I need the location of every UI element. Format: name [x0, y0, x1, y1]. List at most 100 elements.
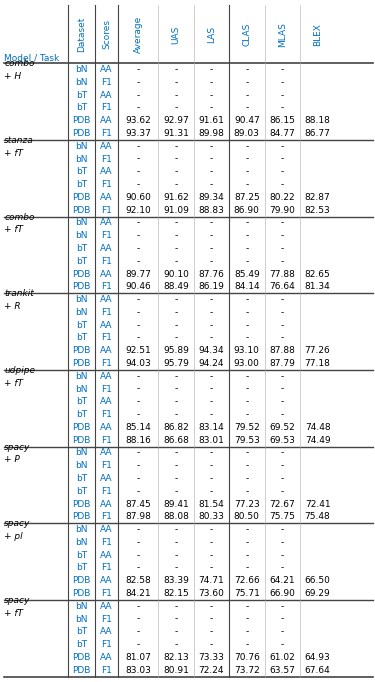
Text: AA: AA: [100, 576, 113, 585]
Text: -: -: [245, 65, 248, 74]
Text: -: -: [136, 563, 140, 572]
Text: -: -: [245, 563, 248, 572]
Text: -: -: [174, 461, 177, 470]
Text: -: -: [136, 385, 140, 394]
Text: -: -: [280, 142, 284, 151]
Text: -: -: [174, 231, 177, 240]
Text: -: -: [245, 180, 248, 189]
Text: AA: AA: [100, 449, 113, 458]
Text: -: -: [245, 91, 248, 100]
Text: 94.03: 94.03: [125, 359, 151, 368]
Text: -: -: [210, 333, 213, 342]
Text: 77.26: 77.26: [304, 346, 330, 355]
Text: -: -: [210, 538, 213, 547]
Text: combo: combo: [4, 59, 34, 68]
Text: 70.76: 70.76: [234, 653, 260, 662]
Text: + P: + P: [4, 456, 20, 464]
Text: -: -: [210, 525, 213, 534]
Text: -: -: [245, 627, 248, 636]
Text: -: -: [174, 487, 177, 496]
Text: 90.47: 90.47: [234, 116, 260, 125]
Text: bN: bN: [75, 308, 88, 317]
Text: stanza: stanza: [4, 136, 34, 145]
Text: + pl: + pl: [4, 532, 23, 541]
Text: -: -: [174, 538, 177, 547]
Text: -: -: [280, 474, 284, 483]
Text: -: -: [136, 244, 140, 253]
Text: 88.08: 88.08: [163, 512, 189, 521]
Text: 81.34: 81.34: [304, 282, 330, 291]
Text: -: -: [174, 65, 177, 74]
Text: 73.60: 73.60: [198, 589, 224, 598]
Text: bN: bN: [75, 65, 88, 74]
Text: AA: AA: [100, 474, 113, 483]
Text: -: -: [136, 78, 140, 87]
Text: F1: F1: [101, 538, 112, 547]
Text: 81.07: 81.07: [125, 653, 151, 662]
Text: -: -: [174, 602, 177, 611]
Text: F1: F1: [101, 78, 112, 87]
Text: 87.76: 87.76: [198, 269, 224, 278]
Text: 82.53: 82.53: [304, 206, 330, 215]
Text: -: -: [136, 321, 140, 329]
Text: AA: AA: [100, 550, 113, 560]
Text: 84.21: 84.21: [125, 589, 151, 598]
Text: -: -: [174, 295, 177, 304]
Text: 73.72: 73.72: [234, 666, 260, 674]
Text: -: -: [174, 78, 177, 87]
Text: -: -: [210, 449, 213, 458]
Text: -: -: [136, 167, 140, 177]
Text: -: -: [174, 525, 177, 534]
Text: -: -: [174, 410, 177, 419]
Text: AA: AA: [100, 398, 113, 406]
Text: F1: F1: [101, 614, 112, 623]
Text: AA: AA: [100, 499, 113, 509]
Text: 69.29: 69.29: [304, 589, 330, 598]
Text: -: -: [210, 385, 213, 394]
Text: 80.22: 80.22: [270, 193, 295, 202]
Text: -: -: [245, 372, 248, 381]
Text: -: -: [136, 308, 140, 317]
Text: -: -: [210, 91, 213, 100]
Text: -: -: [136, 474, 140, 483]
Text: spacy: spacy: [4, 596, 30, 605]
Text: -: -: [280, 627, 284, 636]
Text: AA: AA: [100, 627, 113, 636]
Text: F1: F1: [101, 206, 112, 215]
Text: 81.54: 81.54: [198, 499, 224, 509]
Text: 88.18: 88.18: [304, 116, 330, 125]
Text: AA: AA: [100, 167, 113, 177]
Text: 93.62: 93.62: [125, 116, 151, 125]
Text: -: -: [245, 321, 248, 329]
Text: PDB: PDB: [72, 436, 91, 445]
Text: -: -: [136, 180, 140, 189]
Text: -: -: [136, 257, 140, 266]
Text: 74.48: 74.48: [305, 423, 330, 432]
Text: 87.88: 87.88: [269, 346, 295, 355]
Text: 73.33: 73.33: [198, 653, 224, 662]
Text: F1: F1: [101, 666, 112, 674]
Text: -: -: [210, 142, 213, 151]
Text: -: -: [136, 627, 140, 636]
Text: udpipe: udpipe: [4, 366, 35, 375]
Text: + R: + R: [4, 302, 21, 311]
Text: AA: AA: [100, 269, 113, 278]
Text: trankit: trankit: [4, 289, 34, 298]
Text: 86.82: 86.82: [163, 423, 189, 432]
Text: 87.25: 87.25: [234, 193, 260, 202]
Text: 64.93: 64.93: [304, 653, 330, 662]
Text: 72.41: 72.41: [305, 499, 330, 509]
Text: -: -: [245, 104, 248, 113]
Text: 93.10: 93.10: [234, 346, 260, 355]
Text: -: -: [136, 461, 140, 470]
Text: 80.33: 80.33: [198, 512, 224, 521]
Text: bT: bT: [76, 550, 87, 560]
Text: AA: AA: [100, 142, 113, 151]
Text: bN: bN: [75, 231, 88, 240]
Text: bT: bT: [76, 563, 87, 572]
Text: 79.53: 79.53: [234, 436, 260, 445]
Text: 72.24: 72.24: [199, 666, 224, 674]
Text: bN: bN: [75, 614, 88, 623]
Text: 89.41: 89.41: [163, 499, 189, 509]
Text: bN: bN: [75, 142, 88, 151]
